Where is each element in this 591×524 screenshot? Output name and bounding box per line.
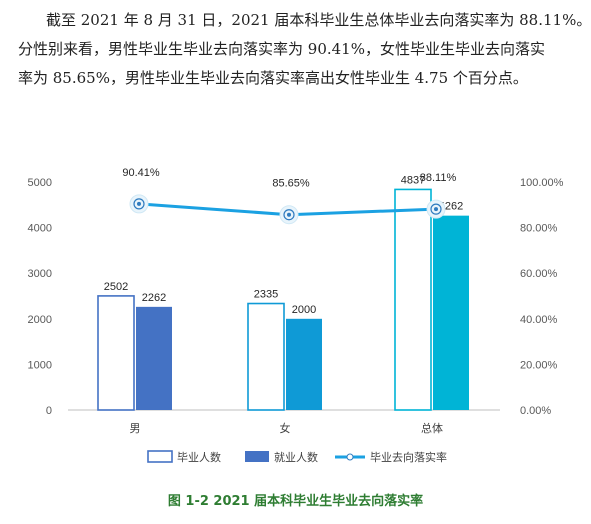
left-axis-tick-label: 1000 [28,359,52,371]
bar-graduates [247,302,285,411]
rate-marker-dot [287,212,291,217]
left-axis-tick-label: 3000 [28,268,52,280]
right-axis-tick-label: 40.00% [520,314,558,326]
data-label-graduates: 2335 [254,289,278,301]
data-label-employed: 2000 [292,304,316,316]
data-label-rate: 85.65% [272,178,310,190]
figure-caption: 图 1-2 2021 届本科毕业生毕业去向落实率 [167,494,424,509]
data-label-rate: 88.11% [420,172,457,184]
rate-marker-dot [137,201,141,206]
right-axis-tick-label: 60.00% [520,268,558,280]
rate-marker-dot [434,207,438,212]
left-axis-tick-label: 4000 [28,223,52,235]
category-label: 男 [130,423,141,435]
rate-marker [430,203,442,215]
right-axis-tick-label: 80.00% [520,223,558,235]
summary-paragraph: 截至 2021 年 8 月 31 日，2021 届本科毕业生总体毕业去向落实率为… [18,6,591,93]
data-label-rate: 90.41% [122,167,160,179]
rate-marker [133,198,145,210]
paragraph-line-1: 截至 2021 年 8 月 31 日，2021 届本科毕业生总体毕业去向落实率为… [46,11,591,29]
legend-label-graduates: 毕业人数 [177,451,221,464]
legend-marker-rate [346,453,354,461]
legend-label-rate: 毕业去向落实率 [370,450,447,464]
right-axis-tick-label: 20.00% [520,359,558,371]
bar-employed [136,306,172,410]
bar-employed [286,318,322,410]
category-label: 总体 [421,421,443,435]
paragraph-line-2: 分性别来看，男性毕业生毕业去向落实率为 90.41%，女性毕业生毕业去向落实 [18,40,545,58]
right-axis-tick-label: 0.00% [520,405,551,417]
left-axis-tick-label: 0 [46,405,52,417]
paragraph-line-3: 率为 85.65%，男性毕业生毕业去向落实率高出女性毕业生 4.75 个百分点。 [18,69,528,87]
legend-swatch-employed [245,451,269,462]
right-axis-tick-label: 100.00% [520,177,564,189]
data-label-graduates: 4837 [401,174,425,186]
bar-graduates [97,295,135,411]
left-axis-tick-label: 2000 [28,314,52,326]
rate-marker [283,209,295,221]
data-label-graduates: 2502 [104,281,128,293]
category-label: 女 [280,421,291,435]
bar-graduates [394,188,432,411]
bar-employed [433,215,469,410]
legend-swatch-graduates [147,450,173,463]
legend-label-employed: 就业人数 [274,450,318,464]
left-axis-tick-label: 5000 [28,177,52,189]
data-label-employed: 2262 [142,292,166,304]
